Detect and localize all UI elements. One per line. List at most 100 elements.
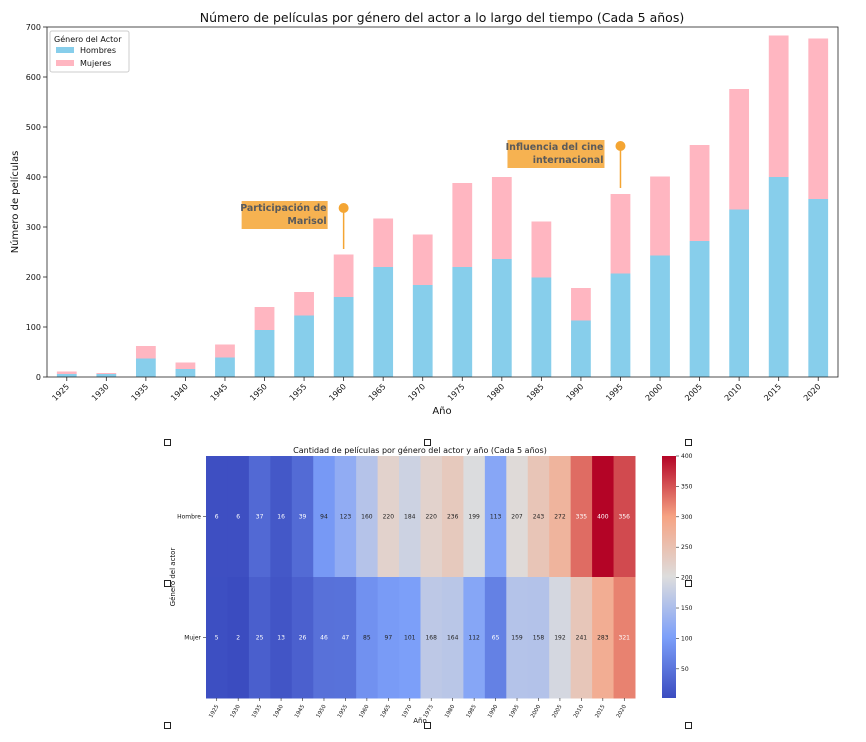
bar-mujeres-1970: [412, 234, 433, 285]
heatmap-cell-hombre-1980: [441, 456, 464, 578]
heatmap-cell-hombre-1935: [248, 456, 271, 578]
heatmap-cell-mujer-1970: [399, 577, 421, 699]
heatmap-x-tick-label: 2020: [616, 704, 628, 720]
heatmap-cell-label: 168: [425, 635, 437, 642]
heatmap-x-tick-label: 1930: [230, 704, 242, 720]
heatmap-cell-label: 199: [468, 514, 480, 521]
x-tick-label: 2000: [644, 382, 665, 403]
heatmap-cell-mujer-1940: [270, 577, 293, 699]
heatmap-cell-label: 321: [619, 635, 631, 642]
heatmap-x-tick-label: 2010: [573, 704, 585, 720]
bar-hombres-1975: [452, 267, 473, 377]
y-tick-label: 700: [26, 23, 41, 32]
heatmap-cell-label: 243: [533, 514, 545, 521]
heatmap-x-tick-label: 2005: [551, 704, 563, 720]
heatmap-cell-label: 283: [597, 635, 609, 642]
heatmap-title: Cantidad de películas por género del act…: [293, 445, 547, 455]
heatmap-x-tick-label: 1995: [509, 704, 521, 720]
y-tick-label: 600: [26, 73, 41, 82]
colorbar-tick-label: 100: [681, 635, 693, 642]
stacked-bar-chart: Número de películas por género del actor…: [9, 10, 839, 417]
heatmap-cell-label: 94: [320, 514, 328, 521]
selection-handle-middle-left[interactable]: [164, 580, 171, 587]
bar-mujeres-1940: [175, 362, 196, 369]
heatmap-x-tick-label: 1965: [380, 704, 392, 720]
heatmap-cell-label: 192: [554, 635, 566, 642]
heatmap-cell-label: 6: [236, 514, 240, 521]
annotation-marker: [615, 141, 626, 151]
heatmap-x-tick-label: 1970: [401, 704, 413, 720]
selection-handle-middle-right[interactable]: [685, 580, 692, 587]
colorbar-tick-label: 250: [681, 544, 693, 551]
heatmap-cell-label: 25: [256, 635, 264, 642]
heatmap-cell-hombre-1930: [227, 456, 250, 578]
colorbar-scale: [662, 456, 676, 698]
selection-handle-top-center[interactable]: [424, 439, 431, 446]
heatmap-cells: 6 6 37 16 39 94 123 160 220 184 220 236 199 113 207 243…: [206, 456, 636, 699]
heatmap-cell-mujer-2020: [613, 577, 636, 699]
heatmap-cell-label: 37: [256, 514, 264, 521]
heatmap-cell-mujer-1925: [206, 577, 228, 699]
bar-hombres-1995: [610, 273, 631, 377]
x-tick-label: 1950: [248, 382, 269, 403]
bar-mujeres-1995: [610, 194, 631, 274]
heatmap-cell-hombre-1925: [206, 456, 228, 578]
heatmap-cell-label: 207: [511, 514, 523, 521]
heatmap-cell-label: 236: [447, 514, 459, 521]
heatmap-x-tick-label: 1990: [487, 704, 499, 720]
heatmap-cell-label: 13: [277, 635, 285, 642]
heatmap-cell-mujer-1975: [420, 577, 443, 699]
bar-mujeres-1935: [135, 346, 156, 359]
bar-mujeres-1960: [333, 254, 354, 297]
bar-mujeres-1955: [294, 292, 314, 316]
y-tick-label: 500: [26, 123, 41, 132]
heatmap-cell-label: 97: [385, 635, 393, 642]
chart-title: Número de películas por género del actor…: [200, 10, 684, 25]
legend-label-hombres: Hombres: [80, 46, 116, 55]
bar-hombres-2010: [729, 209, 750, 377]
heatmap-cell-label: 272: [554, 514, 566, 521]
x-tick-label: 1945: [209, 382, 230, 403]
selection-handle-top-right[interactable]: [685, 439, 692, 446]
bar-hombres-1925: [56, 374, 77, 377]
bar-hombres-1950: [254, 330, 275, 377]
plot-frame: [46, 26, 839, 378]
selection-handle-top-left[interactable]: [164, 439, 171, 446]
bar-hombres-1985: [531, 277, 552, 377]
heatmap-x-axis-label: Año: [413, 717, 427, 725]
heatmap-cell-label: 160: [361, 514, 373, 521]
bar-mujeres-2015: [768, 35, 789, 177]
x-tick-label: 1995: [604, 382, 625, 403]
selection-handle-bottom-center[interactable]: [424, 722, 431, 729]
colorbar-tick-label: 350: [681, 483, 693, 490]
y-tick-label: 100: [26, 323, 41, 332]
annotation-text: Influencia del cine: [506, 142, 604, 153]
bar-hombres-1940: [175, 369, 196, 377]
heatmap-cell-label: 400: [597, 514, 609, 521]
heatmap-cell-label: 159: [511, 635, 523, 642]
bar-hombres-1965: [373, 267, 394, 377]
heatmap-cell-label: 65: [492, 635, 500, 642]
colorbar: 50 100 150 200 250 300 350 400: [662, 453, 693, 698]
colorbar-tick-label: 50: [681, 666, 689, 673]
heatmap-cell-label: 113: [490, 514, 502, 521]
y-tick-label: 400: [26, 173, 41, 182]
heatmap-x-tick-label: 1955: [337, 704, 349, 720]
heatmap-cell-label: 46: [320, 635, 328, 642]
heatmap-cell-hombre-1990: [484, 456, 507, 578]
bar-mujeres-1930: [96, 373, 117, 374]
bar-mujeres-1980: [491, 177, 512, 259]
heatmap-x-tick-label: 1940: [273, 704, 285, 720]
heatmap-x-tick-label: 1945: [294, 704, 306, 720]
x-tick-label: 1985: [525, 382, 546, 403]
bar-mujeres-1985: [531, 221, 552, 278]
x-tick-label: 2010: [723, 382, 744, 403]
heatmap-cell-label: 164: [447, 635, 459, 642]
heatmap-cell-label: 335: [576, 514, 588, 521]
legend-swatch-hombres: [56, 47, 74, 53]
selection-handle-bottom-right[interactable]: [685, 722, 692, 729]
heatmap-cell-mujer-1945: [291, 577, 314, 699]
selection-handle-bottom-left[interactable]: [164, 722, 171, 729]
y-ticks: 0 100 200 300 400 500 600 700: [26, 23, 47, 382]
